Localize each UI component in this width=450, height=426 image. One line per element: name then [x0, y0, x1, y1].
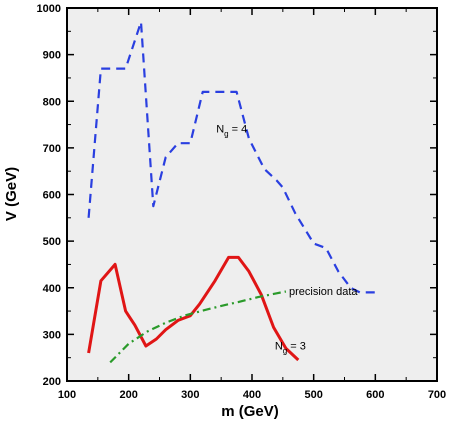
x-tick-label: 200: [119, 389, 137, 401]
y-tick-label: 700: [43, 143, 61, 155]
series-line-ng3: [87, 255, 300, 362]
y-tick-label: 1000: [37, 3, 61, 15]
x-tick-label: 700: [428, 389, 446, 401]
x-axis-title: m (GeV): [221, 403, 279, 420]
y-tick-label: 800: [43, 96, 61, 108]
x-tick-label: 500: [304, 389, 322, 401]
annotation-label: precision data: [289, 286, 358, 298]
annotation-label: Ng = 3: [275, 340, 306, 355]
x-tick-label: 600: [366, 389, 384, 401]
y-axis-title: V (GeV): [3, 167, 20, 221]
y-tick-label: 500: [43, 236, 61, 248]
x-tick-label: 300: [181, 389, 199, 401]
x-tick-label: 100: [58, 389, 76, 401]
y-tick-label: 600: [43, 190, 61, 202]
y-tick-label: 300: [43, 329, 61, 341]
series-line-precision: [109, 290, 287, 364]
x-tick-label: 400: [243, 389, 261, 401]
ticks-layer: 100 200 300 400 500 600 7002003004005006007008…: [37, 3, 447, 401]
plot-area: [67, 8, 437, 381]
annotations: Ng = 4 precision data Ng = 3: [216, 123, 358, 355]
series-line-ng4: [87, 20, 376, 294]
series-layer: [87, 20, 376, 364]
y-tick-label: 400: [43, 283, 61, 295]
y-tick-label: 900: [43, 50, 61, 62]
y-tick-label: 200: [43, 376, 61, 388]
annotation-label: Ng = 4: [216, 123, 247, 138]
